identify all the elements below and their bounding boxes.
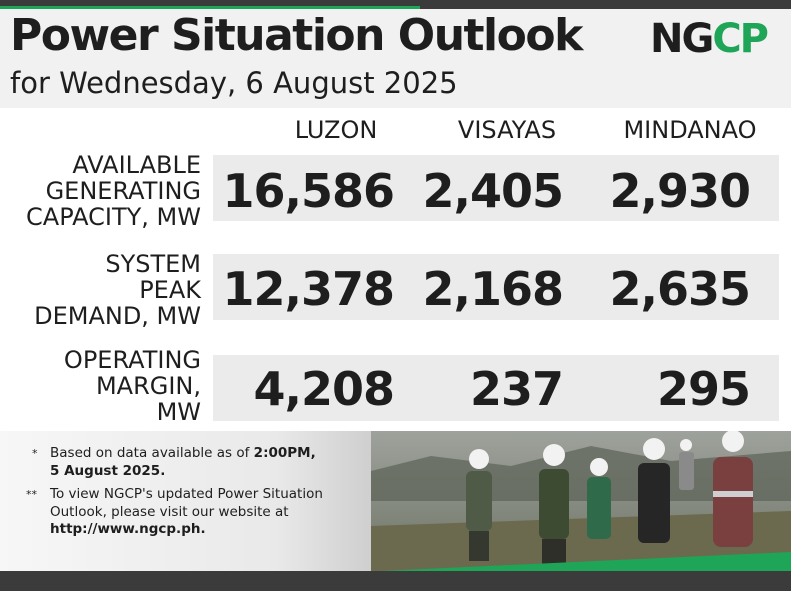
bottom-green-wedge <box>380 552 791 573</box>
col-header-mindanao: MINDANAO <box>623 116 757 144</box>
value-capacity-mindanao: 2,930 <box>609 164 751 218</box>
worker-1 <box>466 449 492 561</box>
footnote-1-date: 5 August 2025. <box>50 462 166 479</box>
header <box>0 9 791 108</box>
footnote-2: ** To view NGCP's updated Power Situatio… <box>26 486 323 537</box>
col-header-visayas: VISAYAS <box>457 116 557 144</box>
page-subtitle: for Wednesday, 6 August 2025 <box>10 66 458 100</box>
row-label-demand: SYSTEM PEAK DEMAND, MW <box>34 250 201 330</box>
row-bg-capacity <box>213 155 779 221</box>
footer-photo-banner <box>0 431 791 571</box>
value-margin-visayas: 237 <box>469 362 564 416</box>
col-header-luzon: LUZON <box>294 116 378 144</box>
page-title: Power Situation Outlook <box>10 10 583 61</box>
footnote-1-time: 2:00PM, <box>253 445 316 461</box>
top-green-stripe <box>0 6 420 10</box>
row-label-capacity: AVAILABLE GENERATING CAPACITY, MW <box>26 151 201 231</box>
website-link[interactable]: http://www.ngcp.ph. <box>50 521 206 537</box>
row-bg-demand <box>213 254 779 320</box>
top-bar <box>0 0 791 9</box>
value-capacity-visayas: 2,405 <box>422 164 564 218</box>
field-workers-photo <box>371 431 791 571</box>
ngcp-logo: NGCP <box>650 16 770 60</box>
row-bg-margin <box>213 355 779 421</box>
worker-5 <box>679 439 694 490</box>
worker-4 <box>638 438 670 543</box>
footnote-1: * Based on data available as of 2:00PM, … <box>32 445 316 479</box>
value-margin-mindanao: 295 <box>656 362 751 416</box>
value-demand-visayas: 2,168 <box>422 262 564 316</box>
value-margin-luzon: 4,208 <box>253 362 395 416</box>
worker-3 <box>587 458 611 539</box>
worker-6 <box>713 431 753 547</box>
value-demand-mindanao: 2,635 <box>609 262 751 316</box>
bottom-bar <box>0 571 791 591</box>
footnote-1-marker: * <box>32 447 38 460</box>
value-demand-luzon: 12,378 <box>222 262 395 316</box>
row-label-margin: OPERATING MARGIN, MW <box>63 346 201 426</box>
footnotes: * Based on data available as of 2:00PM, … <box>26 445 362 539</box>
value-capacity-luzon: 16,586 <box>222 164 395 218</box>
worker-2 <box>539 444 569 567</box>
ngcp-logo-text: NGCP <box>650 16 768 60</box>
footnote-2-marker: ** <box>26 488 37 501</box>
